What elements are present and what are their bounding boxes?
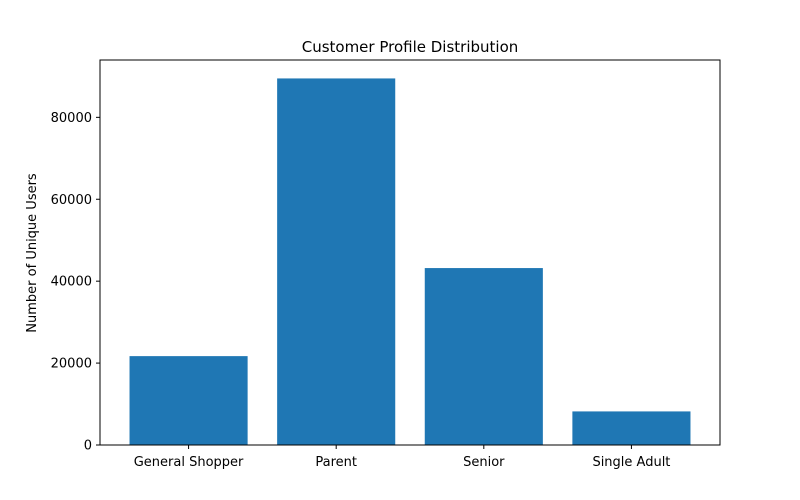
bars-group (129, 78, 691, 446)
x-tick-label: Senior (463, 455, 505, 470)
y-tick-label: 60000 (51, 193, 92, 208)
bar-parent (277, 78, 396, 446)
y-axis-label: Number of Unique Users (25, 173, 40, 333)
y-axis-ticks: 0 20000 40000 60000 80000 (51, 111, 100, 454)
bar-general-shopper (129, 356, 248, 445)
y-tick-label: 40000 (51, 275, 92, 290)
bar-single-adult (572, 411, 691, 445)
x-tick-label: Parent (315, 455, 357, 470)
x-tick-label: Single Adult (592, 455, 670, 470)
y-tick-label: 80000 (51, 111, 92, 126)
y-tick-label: 20000 (51, 357, 92, 372)
chart-title: Customer Profile Distribution (302, 38, 519, 56)
y-tick-label: 0 (84, 439, 92, 454)
bar-senior (424, 268, 543, 445)
plot-area-frame (99, 59, 721, 446)
x-axis-ticks: General Shopper Parent Senior Single Adult (134, 445, 670, 470)
x-tick-label: General Shopper (134, 455, 244, 470)
